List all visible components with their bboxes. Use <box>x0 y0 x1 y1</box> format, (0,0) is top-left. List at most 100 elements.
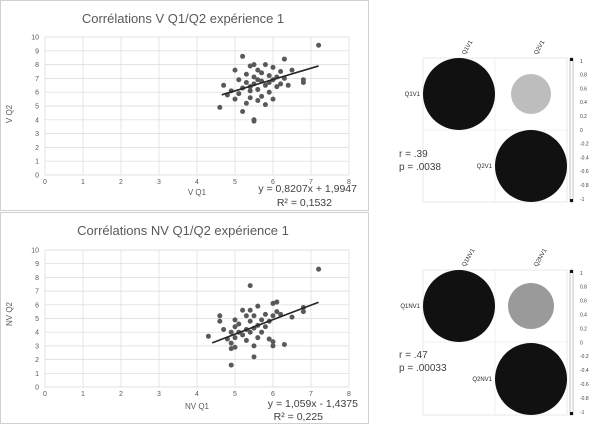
data-point <box>259 70 265 76</box>
r-value: r = .39 <box>399 149 428 160</box>
y-tick-label: 1 <box>35 159 39 166</box>
p-value: p = .00033 <box>399 363 447 374</box>
y-tick-label: 3 <box>35 343 39 350</box>
data-point <box>266 89 272 95</box>
x-tick-label: 1 <box>81 391 85 398</box>
x-tick-label: 7 <box>309 391 313 398</box>
data-point <box>274 84 280 90</box>
x-tick-label: 0 <box>43 391 47 398</box>
correlation-matrix-nv: Q1NV1 Q2NV1 Q1NV1 Q2NV1 1 0.8 0.6 0.4 0.2 0 -0… <box>374 212 605 424</box>
data-point <box>255 86 261 92</box>
data-point <box>243 71 249 77</box>
y-tick-labels: 0 1 2 3 4 5 6 7 8 9 10 <box>31 248 39 392</box>
colorbar-tick-label: 0 <box>580 128 583 134</box>
x-tick-label: 6 <box>271 179 275 186</box>
y-axis-title: NV Q2 <box>5 301 14 326</box>
colorbar-tick-label: -0.6 <box>580 169 589 175</box>
y-tick-label: 6 <box>35 90 39 97</box>
x-axis-title: V Q1 <box>188 188 207 197</box>
r-value: r = .47 <box>399 350 428 361</box>
data-point <box>289 314 295 320</box>
data-point <box>217 313 223 319</box>
cell-q1nv1-q1nv1 <box>423 270 495 342</box>
y-tick-label: 10 <box>31 35 39 42</box>
data-point <box>300 309 306 315</box>
data-point <box>232 335 238 341</box>
data-point <box>236 77 242 83</box>
data-point <box>266 336 272 342</box>
data-point <box>262 102 268 108</box>
y-tick-label: 2 <box>35 145 39 152</box>
y-tick-label: 1 <box>35 371 39 378</box>
data-point <box>274 309 280 315</box>
colorbar-tick-labels: 1 0.8 0.6 0.4 0.2 0 -0.2 -0.4 -0.6 -0.8 -1 <box>580 59 589 203</box>
data-point <box>247 307 253 313</box>
x-tick-label: 8 <box>347 179 351 186</box>
x-tick-label: 2 <box>119 179 123 186</box>
trendline <box>211 301 319 344</box>
row-label-q2nv1: Q2NV1 <box>472 377 492 383</box>
colorbar-tick-label: 1 <box>580 59 583 65</box>
y-tick-label: 8 <box>35 62 39 69</box>
x-tick-labels: 0 1 2 3 4 5 6 7 8 <box>43 179 351 186</box>
x-tick-label: 4 <box>195 391 199 398</box>
data-point <box>289 67 295 73</box>
colorbar-tick-label: 0.4 <box>580 313 587 319</box>
x-tick-label: 2 <box>119 391 123 398</box>
colorbar-tick-label: 0 <box>580 340 583 346</box>
colorbar-tick-label: -0.8 <box>580 183 589 189</box>
colorbar <box>569 57 574 203</box>
x-tick-label: 7 <box>309 179 313 186</box>
cell-q1v1-q1v1 <box>423 58 495 130</box>
row-label-q1v1: Q1V1 <box>405 92 421 98</box>
data-point <box>205 333 211 339</box>
data-point <box>255 335 261 341</box>
data-point <box>281 56 287 62</box>
data-point <box>278 81 284 87</box>
data-point <box>251 354 257 360</box>
data-point <box>243 313 249 319</box>
regression-equation: y = 0,8207x + 1,9947 <box>258 183 357 195</box>
x-tick-label: 5 <box>233 179 237 186</box>
cell-q1v1-q2v1 <box>511 74 551 114</box>
data-point <box>251 343 257 349</box>
data-point <box>247 95 253 101</box>
data-point <box>217 104 223 110</box>
colorbar-tick-label: 0.8 <box>580 73 587 79</box>
grid <box>44 36 350 176</box>
col-label-q1v1: Q1V1 <box>462 39 475 56</box>
data-point <box>232 317 238 323</box>
colorbar-tick-label: 0.2 <box>580 114 587 120</box>
data-point <box>316 266 322 272</box>
r-squared: R² = 0,1532 <box>277 197 332 209</box>
chart-title: Corrélations V Q1/Q2 expérience 1 <box>82 11 284 26</box>
data-point <box>228 329 234 335</box>
data-points <box>217 42 322 124</box>
y-axis-title: V Q2 <box>5 104 14 123</box>
y-tick-label: 7 <box>35 76 39 83</box>
data-point <box>274 299 280 305</box>
col-label-q2v1: Q2V1 <box>534 39 547 56</box>
grid <box>44 249 350 388</box>
x-tick-label: 3 <box>157 179 161 186</box>
data-point <box>240 53 246 59</box>
y-tick-label: 10 <box>31 248 39 255</box>
data-point <box>270 313 276 319</box>
scatter-svg-v: Corrélations V Q1/Q2 expérience 1 0 1 2 3 4 5… <box>5 11 357 209</box>
data-point <box>255 97 261 103</box>
scatter-svg-nv: Corrélations NV Q1/Q2 expérience 1 0 1 2 3 4… <box>5 223 358 423</box>
data-point <box>221 326 227 332</box>
data-point <box>278 69 284 74</box>
data-point <box>247 318 253 324</box>
data-point <box>247 88 253 94</box>
data-point <box>232 344 238 350</box>
y-tick-label: 6 <box>35 302 39 309</box>
colorbar <box>569 269 574 416</box>
r-squared: R² = 0,225 <box>274 411 323 423</box>
data-point <box>247 329 253 335</box>
regression-equation: y = 1,059x - 1,4375 <box>268 398 358 410</box>
scatter-chart-v: Corrélations V Q1/Q2 expérience 1 0 1 2 3 4 5… <box>0 0 369 211</box>
colorbar-tick-label: 0.8 <box>580 285 587 291</box>
data-point <box>255 67 261 73</box>
y-tick-label: 8 <box>35 275 39 282</box>
